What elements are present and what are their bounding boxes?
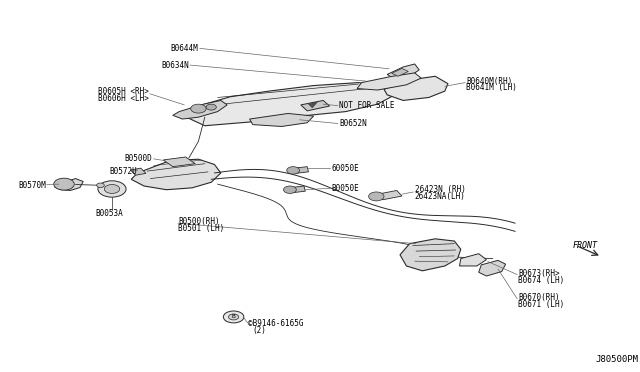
Text: B0501 (LH): B0501 (LH) bbox=[178, 224, 224, 232]
Polygon shape bbox=[250, 113, 314, 126]
Polygon shape bbox=[291, 186, 305, 193]
Text: B0640M(RH): B0640M(RH) bbox=[466, 77, 512, 86]
Text: B0500(RH): B0500(RH) bbox=[178, 217, 220, 226]
Polygon shape bbox=[479, 260, 506, 276]
Polygon shape bbox=[173, 100, 227, 119]
Text: 60050E: 60050E bbox=[332, 164, 359, 173]
Text: B0674 (LH): B0674 (LH) bbox=[518, 276, 564, 285]
Polygon shape bbox=[294, 167, 308, 173]
Text: B0500D: B0500D bbox=[125, 154, 152, 163]
Text: J80500PM: J80500PM bbox=[596, 355, 639, 364]
Polygon shape bbox=[378, 190, 402, 200]
Polygon shape bbox=[182, 83, 397, 126]
Text: B0634N: B0634N bbox=[161, 61, 189, 70]
Circle shape bbox=[223, 311, 244, 323]
Circle shape bbox=[369, 192, 384, 201]
Polygon shape bbox=[54, 179, 83, 190]
Text: FRONT: FRONT bbox=[573, 241, 598, 250]
Polygon shape bbox=[357, 73, 421, 90]
Text: B0641M (LH): B0641M (LH) bbox=[466, 83, 516, 92]
Text: (2): (2) bbox=[253, 326, 267, 335]
Polygon shape bbox=[131, 168, 146, 175]
Text: B0644M: B0644M bbox=[171, 44, 198, 53]
Text: B: B bbox=[232, 314, 236, 320]
Text: 26423N (RH): 26423N (RH) bbox=[415, 185, 465, 194]
Polygon shape bbox=[163, 157, 195, 167]
Text: NOT FOR SALE: NOT FOR SALE bbox=[339, 101, 395, 110]
Polygon shape bbox=[384, 76, 448, 100]
Text: B0671 (LH): B0671 (LH) bbox=[518, 300, 564, 309]
Text: B0050E: B0050E bbox=[332, 184, 359, 193]
Text: ©B9146-6165G: ©B9146-6165G bbox=[248, 319, 304, 328]
Circle shape bbox=[284, 186, 296, 193]
Circle shape bbox=[287, 167, 300, 174]
Circle shape bbox=[104, 185, 120, 193]
Text: B0570M: B0570M bbox=[19, 181, 46, 190]
Text: B0670(RH): B0670(RH) bbox=[518, 293, 560, 302]
Text: B0673(RH>: B0673(RH> bbox=[518, 269, 560, 278]
Circle shape bbox=[97, 183, 104, 187]
Text: B0652N: B0652N bbox=[339, 119, 367, 128]
Text: B0053A: B0053A bbox=[95, 209, 123, 218]
Text: B0572U: B0572U bbox=[109, 167, 137, 176]
Circle shape bbox=[206, 104, 216, 110]
Circle shape bbox=[98, 181, 126, 197]
Polygon shape bbox=[460, 254, 486, 266]
Polygon shape bbox=[387, 64, 419, 80]
Text: 26423NA(LH): 26423NA(LH) bbox=[415, 192, 465, 201]
Polygon shape bbox=[400, 239, 461, 271]
Text: B0605H <RH>: B0605H <RH> bbox=[98, 87, 148, 96]
Polygon shape bbox=[392, 68, 408, 76]
Polygon shape bbox=[301, 100, 330, 111]
Circle shape bbox=[228, 314, 239, 320]
Circle shape bbox=[191, 104, 206, 113]
Polygon shape bbox=[308, 102, 317, 108]
Text: B0606H <LH>: B0606H <LH> bbox=[98, 94, 148, 103]
Polygon shape bbox=[131, 159, 221, 190]
Circle shape bbox=[54, 178, 74, 190]
